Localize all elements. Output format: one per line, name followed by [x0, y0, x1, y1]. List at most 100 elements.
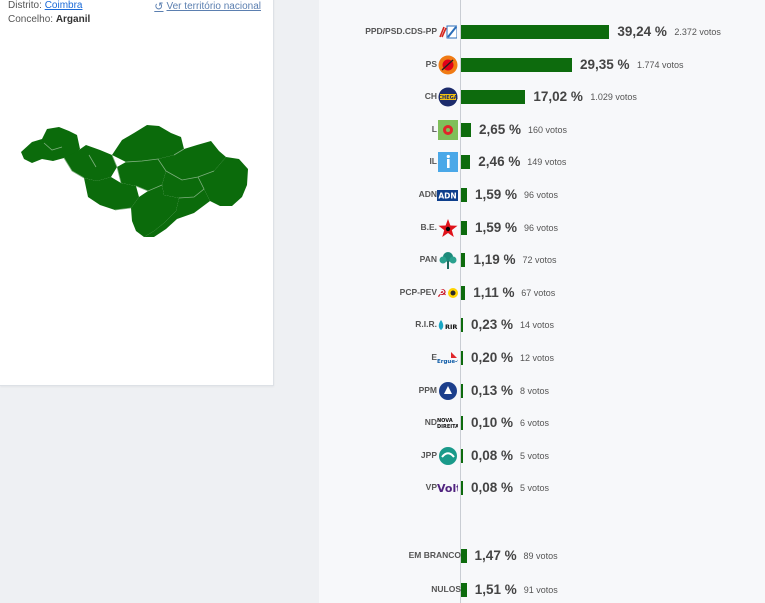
chega-logo-icon: CHEGA [437, 87, 458, 107]
party-name: CH [424, 91, 437, 102]
result-row[interactable]: PAN 1,19 % 72 votos [319, 250, 765, 270]
district-link[interactable]: Coimbra [44, 0, 83, 11]
result-bar [461, 122, 472, 137]
jpp-logo-icon [437, 446, 458, 466]
ps-rose-logo-icon [437, 55, 458, 75]
svg-text:NOVA: NOVA [437, 418, 453, 424]
district-label: Distrito: [8, 0, 42, 11]
result-votes: 2.372 votos [674, 27, 721, 37]
svg-text:Ergue-te: Ergue-te [437, 359, 458, 365]
result-percentage: 2,65 % [479, 121, 522, 137]
party-name: ADN [418, 189, 437, 199]
party-name: VP [425, 482, 437, 493]
result-row[interactable]: VPVolt 0,08 % 5 votos [319, 478, 765, 498]
party-name: L [431, 123, 437, 134]
party-name: PPD/PSD.CDS-PP [365, 26, 437, 36]
map-region[interactable] [117, 159, 166, 191]
result-row[interactable]: PPD/PSD.CDS-PP 39,24 % 2.372 votos [319, 22, 765, 42]
result-row[interactable]: PCP-PEV ☭ 1,11 % 67 votos [319, 283, 765, 303]
result-row[interactable]: B.E. 1,59 % 96 votos [319, 218, 765, 238]
result-percentage: 0,08 % [471, 447, 514, 463]
party-name: ND [424, 417, 437, 428]
result-percentage: 0,23 % [471, 317, 514, 333]
result-bar [461, 416, 463, 431]
council-line: Concelho: Arganil [8, 14, 90, 25]
party-name: PCP-PEV [399, 286, 437, 297]
result-row[interactable]: JPP 0,08 % 5 votos [319, 446, 765, 466]
result-row[interactable]: L 2,65 % 160 votos [319, 119, 765, 140]
result-votes: 12 votos [520, 353, 555, 363]
result-percentage: 29,35 % [579, 56, 630, 72]
result-percentage: 1,59 % [475, 219, 518, 235]
result-row[interactable]: NULOS 1,51 % 91 votos [319, 580, 765, 600]
result-bar [461, 220, 467, 235]
result-row[interactable]: ND NOVA DIREITA 0,10 % 6 votos [319, 413, 765, 433]
result-votes: 91 votos [523, 585, 558, 595]
result-bar [461, 383, 463, 398]
result-votes: 8 votos [520, 385, 550, 396]
map-region[interactable] [84, 177, 139, 210]
svg-text:DIREITA: DIREITA [437, 424, 458, 430]
result-votes: 1.029 votos [590, 92, 637, 103]
result-bar [461, 57, 572, 72]
result-row[interactable]: ADN ADN 1,59 % 96 votos [319, 185, 765, 205]
rir-logo-icon: RIR [437, 315, 458, 335]
map-region[interactable] [112, 125, 184, 162]
result-bar [461, 25, 610, 39]
result-votes: 149 votos [527, 157, 567, 168]
results-axis [460, 0, 461, 603]
map-region[interactable] [131, 185, 179, 237]
result-bar [461, 155, 471, 170]
party-name: PS [425, 58, 437, 69]
party-name: B.E. [420, 221, 437, 232]
result-votes: 96 votos [524, 190, 559, 200]
result-bar [461, 253, 466, 268]
livre-logo-icon [437, 119, 458, 140]
map-region[interactable] [144, 189, 210, 237]
result-percentage: 0,13 % [471, 382, 514, 398]
result-bar [461, 285, 466, 300]
result-row[interactable]: PS 29,35 % 1.774 votos [319, 55, 765, 75]
result-percentage: 0,10 % [471, 415, 514, 431]
svg-text:Volt: Volt [437, 482, 458, 495]
result-votes: 160 votos [528, 124, 568, 135]
ergue-te-logo-icon: Ergue-te [437, 348, 458, 368]
result-row[interactable]: R.I.R. RIR 0,23 % 14 votos [319, 315, 765, 335]
result-bar [461, 549, 467, 563]
nova-direita-logo-icon: NOVA DIREITA [437, 413, 458, 433]
map-region[interactable] [198, 157, 248, 206]
il-logo-icon [437, 152, 458, 173]
map-region[interactable] [21, 127, 80, 163]
result-votes: 67 votos [521, 287, 556, 298]
result-bar [461, 188, 467, 202]
result-percentage: 1,47 % [474, 548, 517, 563]
result-percentage: 0,08 % [471, 480, 514, 496]
party-name: PAN [419, 254, 437, 265]
party-name: IL [429, 156, 437, 167]
party-name: PPM [418, 384, 437, 395]
location-card: Distrito: Coimbra Concelho: Arganil ↺ Ve… [0, 0, 274, 386]
result-row[interactable]: IL 2,46 % 149 votos [319, 152, 765, 173]
map-region[interactable] [162, 171, 204, 198]
municipality-map[interactable] [14, 125, 254, 245]
result-bar [461, 351, 463, 365]
national-territory-link[interactable]: ↺ Ver território nacional [154, 0, 261, 13]
result-votes: 72 votos [522, 255, 557, 266]
ad-logo-icon [437, 22, 458, 42]
result-votes: 1.774 votos [636, 59, 684, 70]
result-bar [461, 318, 463, 333]
result-votes: 14 votos [520, 320, 555, 331]
result-percentage: 17,02 % [533, 89, 583, 105]
svg-text:RIR: RIR [445, 323, 457, 331]
party-name: NULOS [431, 584, 461, 594]
result-row[interactable]: PPM 0,13 % 8 votos [319, 381, 765, 401]
result-row[interactable]: CH CHEGA 17,02 % 1.029 votos [319, 87, 765, 107]
party-name: E [431, 352, 437, 362]
result-row[interactable]: EM BRANCO 1,47 % 89 votos [319, 546, 765, 566]
map-region[interactable] [64, 145, 117, 181]
ppm-logo-icon [437, 381, 458, 401]
party-name: EM BRANCO [408, 550, 461, 560]
result-percentage: 0,20 % [471, 350, 514, 365]
map-region[interactable] [158, 141, 226, 180]
